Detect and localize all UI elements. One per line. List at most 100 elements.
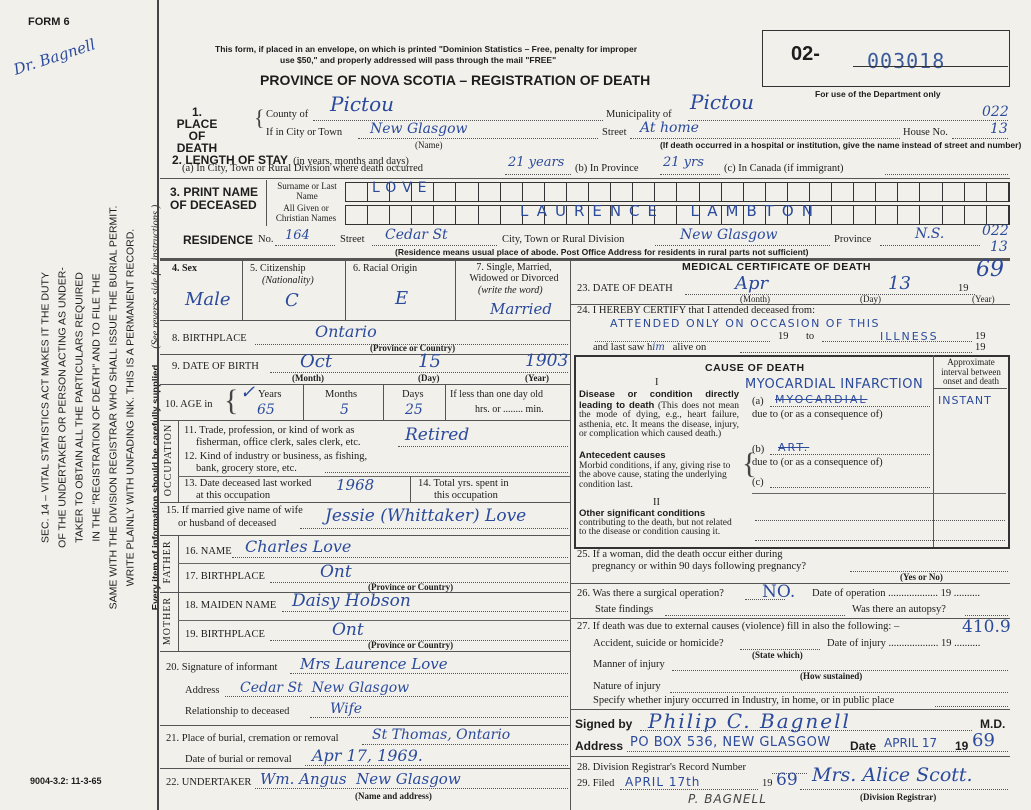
burial-place-line [362, 744, 568, 745]
record-number-label: 28. Division Registrar's Record Number [577, 762, 746, 773]
cause-c-label: (c) [752, 477, 764, 488]
certify-to-line [822, 341, 972, 342]
burial-place-label: 21. Place of burial, cremation or remova… [166, 733, 339, 744]
day-note: (Day) [418, 373, 440, 383]
cause-of-death-box [574, 355, 1010, 549]
relationship-value: Wife [330, 701, 363, 717]
interval-divider [933, 355, 934, 547]
manner-label: Manner of injury [593, 659, 665, 670]
due-to-a: due to (or as a consequence of) [752, 409, 883, 420]
total-years-label-1: 14. Total yrs. spent in [418, 478, 509, 489]
statute-line: SEC. 14 – VITAL STATISTICS ACT MAKES IT … [39, 272, 52, 543]
trade-label: 11. Trade, profession, or kind of work a… [184, 425, 361, 449]
residence-city-label: City, Town or Rural Division [502, 234, 625, 245]
total-years-label: 14. Total yrs. spent in this occupation [418, 478, 509, 502]
statute-line: IN THE "REGISTRATION OF DEATH" AND TO FI… [90, 273, 103, 542]
burial-date-label: Date of burial or removal [185, 754, 292, 765]
last-worked-label-2: at this occupation [196, 490, 271, 501]
residence-street-line [372, 245, 497, 246]
other-conditions-desc: Other significant conditions contributing… [579, 509, 739, 537]
marital-note: (write the word) [478, 285, 543, 296]
cause-title: CAUSE OF DEATH [705, 362, 805, 374]
filed-year-prefix: 19 [762, 778, 773, 789]
residence-province: N.S. [915, 226, 945, 242]
county-value: Pictou [330, 92, 395, 116]
undertaker-note: (Name and address) [355, 791, 432, 801]
direct-cause-title: Disease or condition directly leading to… [579, 389, 739, 411]
length-of-stay-heading: 2. LENGTH OF STAY (in years, months and … [172, 149, 409, 168]
undertaker-line [255, 788, 568, 789]
dod-day-note: (Day) [860, 294, 881, 304]
stay-province-value: 21 yrs [663, 155, 704, 170]
cause-b-label: (b) [752, 444, 765, 455]
signed-by-label: Signed by [575, 717, 633, 731]
months-label: Months [325, 389, 358, 400]
divider [160, 592, 570, 593]
street-label: Street [602, 127, 627, 138]
part-two-label: II [653, 497, 660, 508]
divider [752, 493, 1006, 494]
manner-line [672, 670, 1008, 671]
column-divider [570, 260, 571, 810]
house-line [952, 138, 1008, 139]
antecedent-desc: Antecedent causes Morbid conditions, if a… [579, 451, 739, 490]
residence-no: 164 [285, 228, 310, 243]
print-name-line1: 3. PRINT NAME [170, 185, 259, 199]
county-label: County of [266, 109, 309, 120]
dob-day: 15 [418, 351, 441, 372]
instruction-text: Every item of information should be care… [150, 362, 162, 611]
certify-label: 24. I HEREBY CERTIFY that I attended dec… [577, 305, 815, 316]
length-of-stay-note: (in years, months and days) [293, 156, 409, 167]
divider [570, 618, 1010, 619]
father-label: FATHER [162, 540, 173, 584]
divider [160, 502, 570, 503]
divider [160, 178, 1010, 179]
box-divider [853, 66, 1008, 67]
less-day-label: If less than one day old [450, 389, 544, 400]
spouse-value: Jessie (Whittaker) Love [325, 506, 527, 526]
burial-date: Apr 17, 1969. [312, 746, 423, 765]
year-note: (Year) [525, 373, 549, 383]
certify-to-year: 19 [975, 331, 986, 342]
residence-label: RESIDENCE [183, 233, 254, 247]
mother-name-label: 18. MAIDEN NAME [185, 600, 277, 611]
stay-city-value: 21 years [508, 155, 565, 170]
brace: { [224, 384, 239, 417]
mother-name-line [282, 611, 568, 612]
divider [933, 388, 1007, 389]
informant-signature-line [290, 673, 568, 674]
spouse-label-1: 15. If married give name of wife [166, 505, 303, 516]
dod-year-note: (Year) [972, 294, 995, 304]
operation-label: 26. Was there a surgical operation? [577, 588, 724, 599]
operation-value: NO. [762, 582, 796, 602]
stay-canada-line [885, 174, 1008, 175]
age-label: 10. AGE in [165, 399, 213, 410]
citizenship-label: 5. Citizenship [250, 263, 306, 274]
divider [410, 476, 411, 502]
registration-number: 003018 [867, 49, 946, 73]
dob-line [270, 372, 568, 373]
mother-label: MOTHER [162, 596, 173, 646]
father-name-label: 16. NAME [185, 546, 232, 557]
birthplace-note: (Province or Country) [370, 343, 456, 353]
municipality-label: Municipality of [606, 109, 672, 120]
occupation-label: OCCUPATION [163, 423, 174, 497]
burial-date-line [305, 765, 568, 766]
state-which-note: (State which) [752, 650, 803, 660]
print-name-label: 3. PRINT NAME OF DECEASED [170, 186, 258, 212]
registrar-note: (Division Registrar) [860, 792, 937, 802]
address-line [627, 751, 1008, 752]
certify-value-2: ILLNESS [880, 330, 939, 343]
dod-label: 23. DATE OF DEATH [577, 283, 673, 294]
department-note: For use of the Department only [815, 89, 941, 99]
father-birthplace-line [270, 582, 568, 583]
registrar-signature: Mrs. Alice Scott. [812, 764, 973, 786]
date-label: Date [850, 739, 877, 753]
direct-cause-desc: Disease or condition directly leading to… [579, 390, 739, 440]
pregnancy-line [850, 571, 1008, 572]
filed-date: APRIL 17th [625, 775, 701, 789]
divider [178, 563, 570, 564]
given-label: All Given or Christian Names [275, 203, 337, 223]
residence-city-line [655, 245, 830, 246]
pregnancy-label-2: pregnancy or within 90 days following pr… [592, 561, 807, 572]
